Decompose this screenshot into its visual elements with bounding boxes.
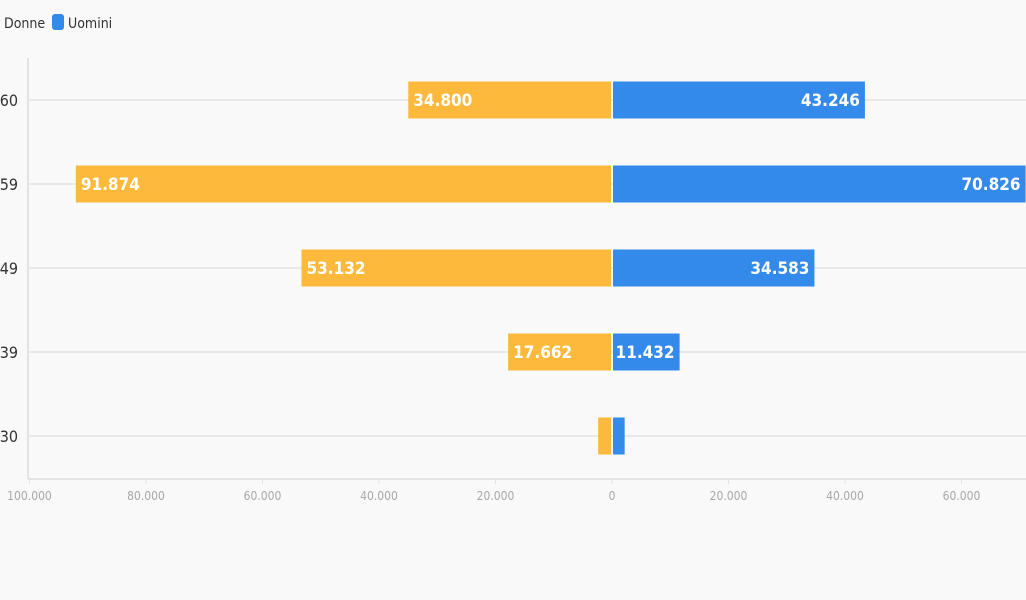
chart-legend: Donne Uomini bbox=[4, 14, 112, 32]
x-axis-tick-label: 60.000 bbox=[244, 489, 282, 503]
bar-uomini bbox=[613, 81, 865, 119]
data-label-donne: 34.800 bbox=[413, 91, 472, 111]
legend-swatch-uomini bbox=[52, 14, 64, 30]
bar-uomini bbox=[613, 165, 1026, 203]
x-axis-tick-labels: 100.000 80.000 60.000 40.000 20.000 0 20.000 40… bbox=[7, 489, 980, 503]
category-label: 49 bbox=[0, 259, 18, 278]
data-label-uomini: 43.246 bbox=[801, 91, 860, 111]
x-axis-tick-label: 100.000 bbox=[7, 489, 52, 503]
x-axis-tick-label: 0 bbox=[609, 489, 616, 503]
data-label-donne: 17.662 bbox=[513, 343, 572, 363]
bars bbox=[75, 81, 1026, 455]
x-axis-tick-label: 80.000 bbox=[127, 489, 165, 503]
category-label: 60 bbox=[0, 91, 18, 110]
legend-label-donne: Donne bbox=[4, 16, 45, 32]
legend-label-uomini: Uomini bbox=[68, 16, 112, 32]
x-axis-tick-label: 40.000 bbox=[826, 489, 864, 503]
bar-donne bbox=[598, 417, 611, 455]
data-label-uomini: 70.826 bbox=[962, 175, 1021, 195]
category-labels: 60 59 49 39 30 bbox=[0, 91, 18, 446]
bar-donne bbox=[75, 165, 612, 203]
x-axis-tick-label: 20.000 bbox=[710, 489, 748, 503]
data-label-donne: 91.874 bbox=[81, 175, 140, 195]
category-label: 30 bbox=[0, 427, 18, 446]
category-label: 39 bbox=[0, 343, 18, 362]
bar-donne bbox=[508, 333, 611, 371]
x-axis-tick-label: 40.000 bbox=[360, 489, 398, 503]
bar-uomini bbox=[613, 333, 680, 371]
bar-donne bbox=[301, 249, 611, 287]
data-labels: 34.800 91.874 53.132 17.662 43.246 70.826 34.5… bbox=[81, 91, 1021, 363]
axes bbox=[27, 58, 1026, 484]
x-axis-tick-label: 60.000 bbox=[943, 489, 981, 503]
bar-donne bbox=[408, 81, 611, 119]
category-label: 59 bbox=[0, 175, 18, 194]
bar-uomini bbox=[613, 249, 815, 287]
data-label-uomini: 34.583 bbox=[750, 259, 809, 279]
x-axis-tick-label: 20.000 bbox=[477, 489, 515, 503]
data-label-uomini: 11.432 bbox=[616, 343, 675, 363]
bar-uomini bbox=[613, 417, 625, 455]
data-label-donne: 53.132 bbox=[307, 259, 366, 279]
